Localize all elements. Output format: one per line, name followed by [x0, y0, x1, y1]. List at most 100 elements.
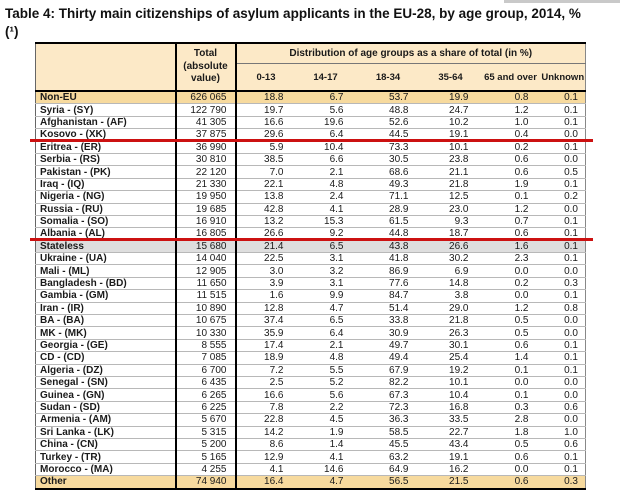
value-cell: 82.2	[389, 377, 409, 389]
value-cell: 2.5	[269, 377, 284, 389]
value-cell: 0.1	[564, 290, 578, 302]
value-cell: 2.8	[514, 414, 529, 426]
value-cell: 4.5	[329, 414, 344, 426]
col-header-unknown: Unknown	[540, 63, 586, 91]
country-cell: Gambia - (GM)	[35, 289, 177, 303]
value-cell: 73.3	[389, 141, 409, 153]
value-cell: 44.5	[389, 129, 409, 141]
value-cell: 0.0	[514, 463, 529, 475]
value-cell: 0.1	[564, 141, 578, 153]
value-cell: 22.7	[449, 426, 469, 438]
table-row: Mali - (ML) 12 905 3.0 3.2 86.9 6.9 0.0 0.0	[35, 264, 586, 278]
total-cell: 15 680	[175, 240, 237, 253]
value-cell: 19.9	[420, 91, 481, 104]
table-row: BA - (BA) 10 675 37.4 6.5 33.8 21.8 0.5 0.0	[35, 314, 586, 327]
country-cell: Georgia - (GE)	[35, 339, 177, 352]
value-cell: 21.1	[449, 166, 469, 178]
value-cell: 9.9	[329, 290, 344, 302]
table-row: Non-EU 626 065 18.8 6.7 53.7 19.9 0.8 0.1	[35, 91, 586, 104]
table-row: Armenia - (AM) 5 670 22.8 4.5 36.3 33.5 2.8 0.0	[35, 413, 586, 427]
value-cell: 67.9	[389, 364, 409, 376]
value-cell: 0.0	[564, 129, 578, 141]
value-cell: 0.1	[564, 451, 578, 463]
value-cell: 38.5	[264, 154, 284, 166]
value-cell: 23.0	[449, 203, 469, 215]
value-cell: 0.0	[564, 265, 578, 277]
red-annotation-line	[29, 139, 593, 143]
value-cell: 0.5	[514, 439, 529, 451]
value-cell: 1.4	[514, 352, 529, 364]
total-cell: 41 305	[175, 116, 237, 129]
value-cell: 37.4	[264, 315, 284, 327]
value-cell: 26.6	[264, 228, 284, 240]
value-cell: 0.5	[514, 315, 529, 327]
value-cell: 63.2	[389, 451, 409, 463]
value-cell: 0.6	[514, 166, 529, 178]
value-cell: 12.5	[449, 191, 469, 203]
value-cell: 2.2	[329, 401, 344, 413]
value-cell: 10.4	[449, 389, 469, 401]
value-cell: 48.8	[389, 104, 409, 116]
value-cell: 0.6	[514, 228, 529, 240]
value-cell: 4.7	[329, 302, 344, 314]
table-row: Iran - (IR) 10 890 12.8 4.7 51.4 29.0 1.2 0.8	[35, 302, 586, 315]
value-cell: 45.5	[389, 439, 409, 451]
table-row: Georgia - (GE) 8 555 17.4 2.1 49.7 30.1 0.6 0.1	[35, 339, 586, 352]
table-row: Algeria - (DZ) 6 700 7.2 5.5 67.9 19.2 0.1 0.1	[35, 364, 586, 377]
value-cell: 0.1	[564, 178, 578, 190]
value-cell: 1.2	[514, 302, 529, 314]
value-cell: 26.3	[449, 327, 469, 339]
value-cell: 86.9	[389, 265, 409, 277]
country-cell: BA - (BA)	[35, 314, 177, 327]
total-cell: 5 165	[175, 450, 237, 464]
value-cell: 22.1	[264, 178, 284, 190]
value-cell: 0.1	[540, 240, 586, 253]
value-cell: 1.6	[480, 240, 541, 253]
table-title-line1: Table 4: Thirty main citizenships of asy…	[5, 6, 581, 21]
value-cell: 30.1	[449, 340, 469, 351]
value-cell: 0.1	[540, 91, 586, 104]
total-cell: 5 200	[175, 438, 237, 451]
value-cell: 0.6	[564, 401, 578, 413]
country-cell: Syria - (SY)	[35, 103, 177, 117]
value-cell: 4.1	[329, 203, 344, 215]
country-cell: Eritrea - (ER)	[35, 141, 177, 154]
country-cell: Armenia - (AM)	[35, 413, 177, 427]
value-cell: 7.2	[269, 364, 284, 376]
table-row: Pakistan - (PK) 22 120 7.0 2.1 68.6 21.1 0.6 0.…	[35, 165, 586, 179]
value-cell: 19.7	[264, 104, 284, 116]
total-label-line2: (absolute	[183, 60, 228, 72]
table-row: China - (CN) 5 200 8.6 1.4 45.5 43.4 0.5 0.6	[35, 438, 586, 451]
value-cell: 0.1	[564, 104, 578, 116]
total-cell: 16 805	[175, 227, 237, 241]
value-cell: 4.7	[295, 475, 356, 489]
total-cell: 122 790	[175, 103, 237, 117]
value-cell: 58.5	[389, 426, 409, 438]
total-cell: 37 875	[175, 128, 237, 142]
value-cell: 0.2	[514, 278, 529, 290]
col-header-age-18-34: 18-34	[355, 63, 421, 91]
value-cell: 10.4	[324, 141, 344, 153]
table-row: Guinea - (GN) 6 265 16.6 5.6 67.3 10.4 0.1 0.0	[35, 388, 586, 402]
table-row: Turkey - (TR) 5 165 12.9 4.1 63.2 19.1 0.6 0.1	[35, 450, 586, 464]
total-cell: 5 315	[175, 426, 237, 439]
table-row: Bangladesh - (BD) 11 650 3.9 3.1 77.6 14.8 0.2…	[35, 277, 586, 290]
page-edge-bar	[504, 0, 620, 3]
value-cell: 10.1	[449, 377, 469, 389]
country-cell: Other	[35, 475, 177, 489]
value-cell: 0.5	[514, 327, 529, 339]
value-cell: 5.9	[269, 141, 284, 153]
value-cell: 16.2	[449, 463, 469, 475]
value-cell: 3.1	[329, 278, 344, 290]
value-cell: 21.4	[235, 240, 296, 253]
value-cell: 0.1	[564, 253, 578, 265]
value-cell: 23.8	[449, 154, 469, 166]
value-cell: 30.5	[389, 154, 409, 166]
value-cell: 26.6	[420, 240, 481, 253]
table-row: Serbia - (RS) 30 810 38.5 6.6 30.5 23.8 0.6 0.0	[35, 153, 586, 166]
value-cell: 49.7	[389, 340, 409, 351]
value-cell: 1.2	[514, 203, 529, 215]
value-cell: 0.8	[564, 302, 578, 314]
total-cell: 11 515	[175, 289, 237, 303]
country-cell: Albania - (AL)	[35, 227, 177, 241]
